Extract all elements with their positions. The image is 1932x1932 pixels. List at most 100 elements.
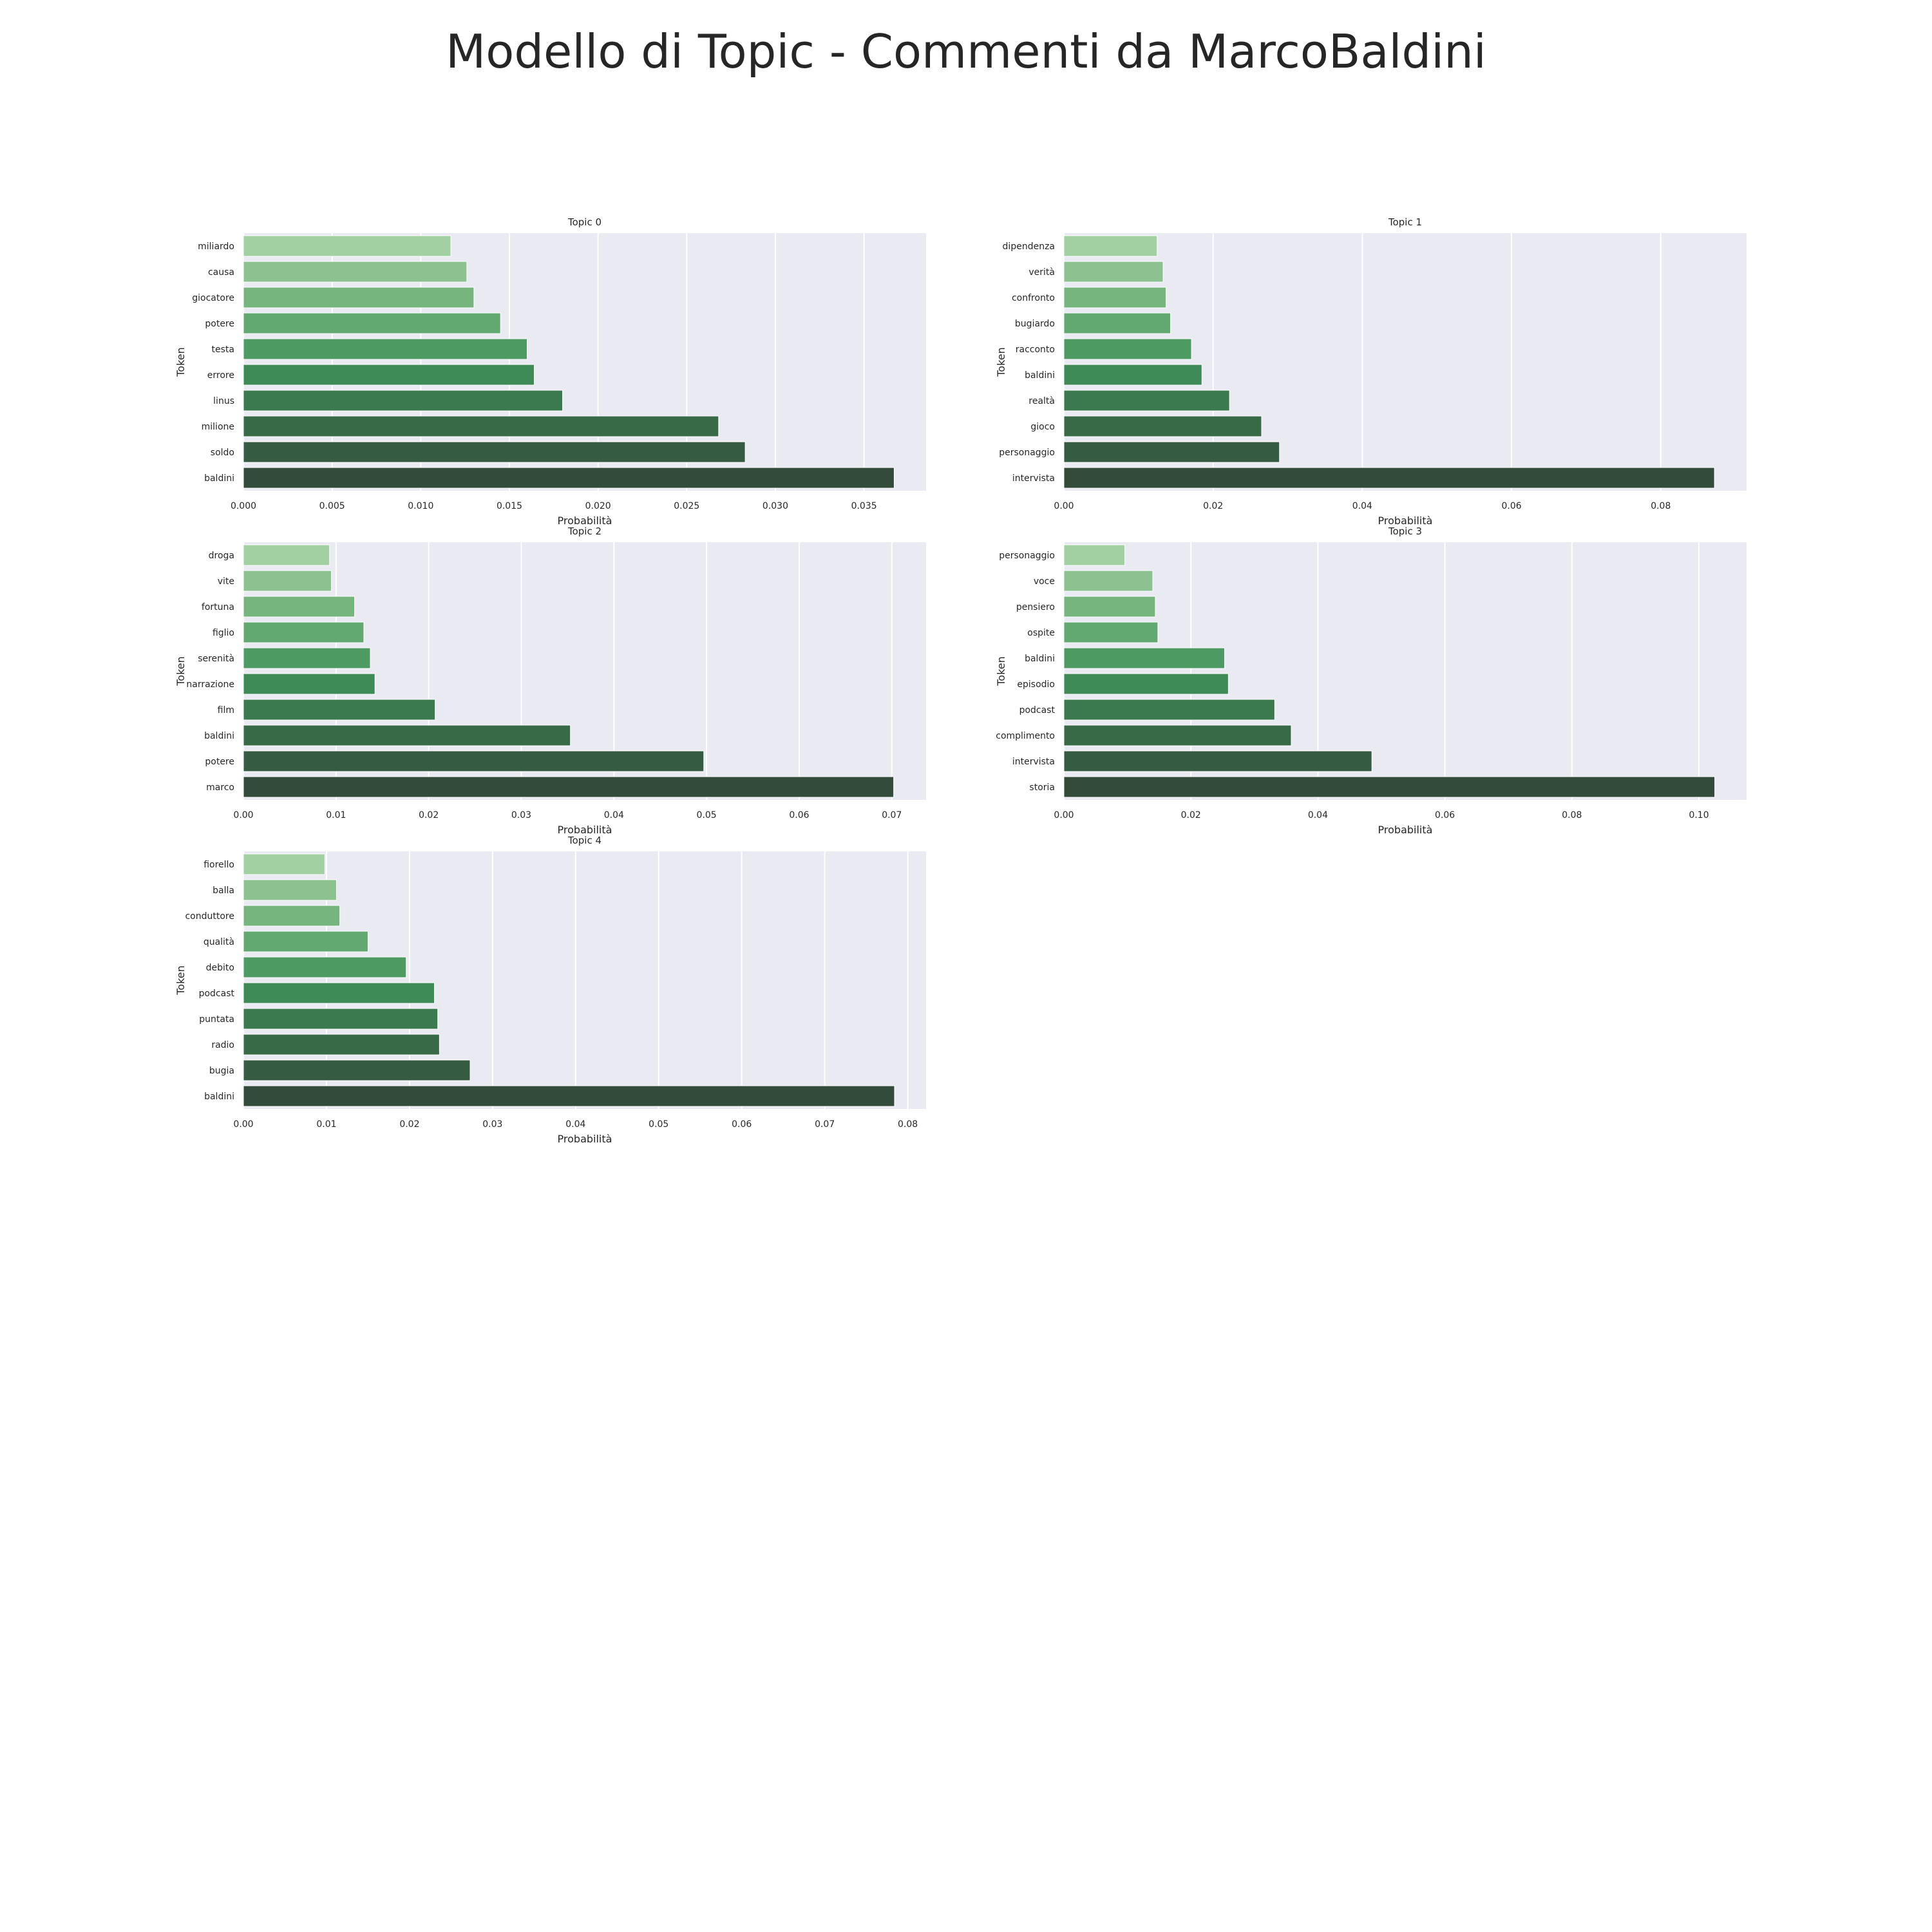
bar-conduttore: [243, 905, 341, 927]
bar-testa: [243, 338, 528, 360]
x-axis-label: Probabilità: [1378, 515, 1433, 527]
bar-puntata: [243, 1008, 439, 1030]
bar-complimento: [1063, 724, 1292, 746]
xtick-label: 0.07: [815, 1119, 835, 1130]
xtick-label: 0.03: [511, 810, 531, 820]
bar-podcast: [1063, 699, 1275, 721]
xtick-label: 0.05: [649, 1119, 668, 1130]
ytick-label: potere: [205, 757, 234, 767]
panel-title: Topic 1: [1388, 216, 1422, 228]
xtick-label: 0.000: [231, 501, 256, 511]
xtick-label: 0.04: [604, 810, 624, 820]
xtick-label: 0.03: [482, 1119, 502, 1130]
xtick-label: 0.02: [399, 1119, 419, 1130]
bar-miliardo: [243, 235, 451, 257]
bar-baldini: [243, 1085, 895, 1107]
ytick-label: fortuna: [202, 602, 234, 612]
bar-errore: [243, 364, 535, 386]
panel-title: Topic 4: [567, 835, 601, 846]
ytick-label: podcast: [1019, 705, 1056, 715]
xtick-label: 0.01: [326, 810, 346, 820]
xtick-label: 0.00: [233, 810, 253, 820]
ytick-label: realtà: [1028, 396, 1055, 406]
bar-podcast: [243, 982, 435, 1004]
bar-potere: [243, 750, 705, 772]
ytick-label: figlio: [213, 628, 234, 638]
ytick-label: linus: [213, 396, 234, 406]
ytick-label: baldini: [204, 1092, 234, 1102]
bar-debito: [243, 956, 407, 978]
ytick-label: confronto: [1012, 293, 1055, 303]
bar-ospite: [1063, 621, 1159, 643]
bar-personaggio: [1063, 544, 1126, 566]
ytick-label: debito: [206, 963, 234, 973]
ytick-label: qualità: [204, 937, 234, 947]
xtick-label: 0.02: [1203, 501, 1223, 511]
bar-potere: [243, 312, 501, 334]
bar-serenità: [243, 647, 371, 669]
xtick-label: 0.06: [789, 810, 809, 820]
bar-linus: [243, 390, 564, 412]
ytick-label: storia: [1029, 782, 1055, 793]
ytick-label: narrazione: [186, 679, 234, 690]
ytick-label: ospite: [1027, 628, 1055, 638]
bar-film: [243, 699, 436, 721]
xtick-label: 0.02: [419, 810, 439, 820]
bar-marco: [243, 776, 895, 798]
bar-intervista: [1063, 467, 1715, 489]
ytick-label: bugia: [209, 1066, 234, 1076]
y-axis-label: Token: [175, 347, 187, 377]
x-axis-label: Probabilità: [558, 515, 612, 527]
panel-title: Topic 2: [567, 526, 601, 537]
xtick-label: 0.08: [1562, 810, 1582, 820]
xtick-label: 0.10: [1689, 810, 1709, 820]
xtick-label: 0.00: [1054, 810, 1074, 820]
xtick-label: 0.020: [585, 501, 611, 511]
y-axis-label: Token: [175, 656, 187, 687]
xtick-label: 0.030: [762, 501, 788, 511]
x-axis-label: Probabilità: [558, 824, 612, 836]
bar-radio: [243, 1034, 440, 1056]
xtick-label: 0.010: [408, 501, 433, 511]
ytick-label: puntata: [199, 1014, 234, 1025]
bar-qualità: [243, 931, 368, 952]
x-axis-label: Probabilità: [1378, 824, 1433, 836]
bar-giocatore: [243, 287, 475, 308]
ytick-label: potere: [205, 319, 234, 329]
ytick-label: pensiero: [1016, 602, 1055, 612]
bar-baldini: [1063, 647, 1225, 669]
bar-baldini: [243, 467, 895, 489]
xtick-label: 0.00: [1054, 501, 1074, 511]
ytick-label: film: [218, 705, 234, 715]
xtick-label: 0.035: [851, 501, 877, 511]
bar-racconto: [1063, 338, 1192, 360]
ytick-label: soldo: [211, 448, 234, 458]
bar-baldini: [1063, 364, 1202, 386]
ytick-label: podcast: [199, 989, 235, 999]
xtick-label: 0.00: [233, 1119, 253, 1130]
xtick-label: 0.06: [1435, 810, 1455, 820]
ytick-label: radio: [211, 1040, 234, 1050]
xtick-label: 0.08: [898, 1119, 918, 1130]
ytick-label: giocatore: [192, 293, 234, 303]
bar-fortuna: [243, 596, 355, 618]
y-axis-label: Token: [175, 965, 187, 996]
ytick-label: vite: [218, 576, 234, 587]
bar-causa: [243, 261, 468, 283]
xtick-label: 0.06: [732, 1119, 752, 1130]
panel-title: Topic 0: [567, 216, 601, 228]
y-axis-label: Token: [995, 656, 1007, 687]
ytick-label: dipendenza: [1003, 242, 1055, 252]
xtick-label: 0.025: [674, 501, 699, 511]
ytick-label: milione: [202, 422, 234, 432]
bar-vite: [243, 570, 332, 592]
ytick-label: racconto: [1016, 345, 1055, 355]
ytick-label: fiorello: [204, 860, 234, 870]
bar-fiorello: [243, 853, 325, 875]
bar-droga: [243, 544, 330, 566]
bar-verità: [1063, 261, 1164, 283]
bar-personaggio: [1063, 441, 1280, 463]
bar-episodio: [1063, 673, 1229, 695]
xtick-label: 0.08: [1651, 501, 1671, 511]
